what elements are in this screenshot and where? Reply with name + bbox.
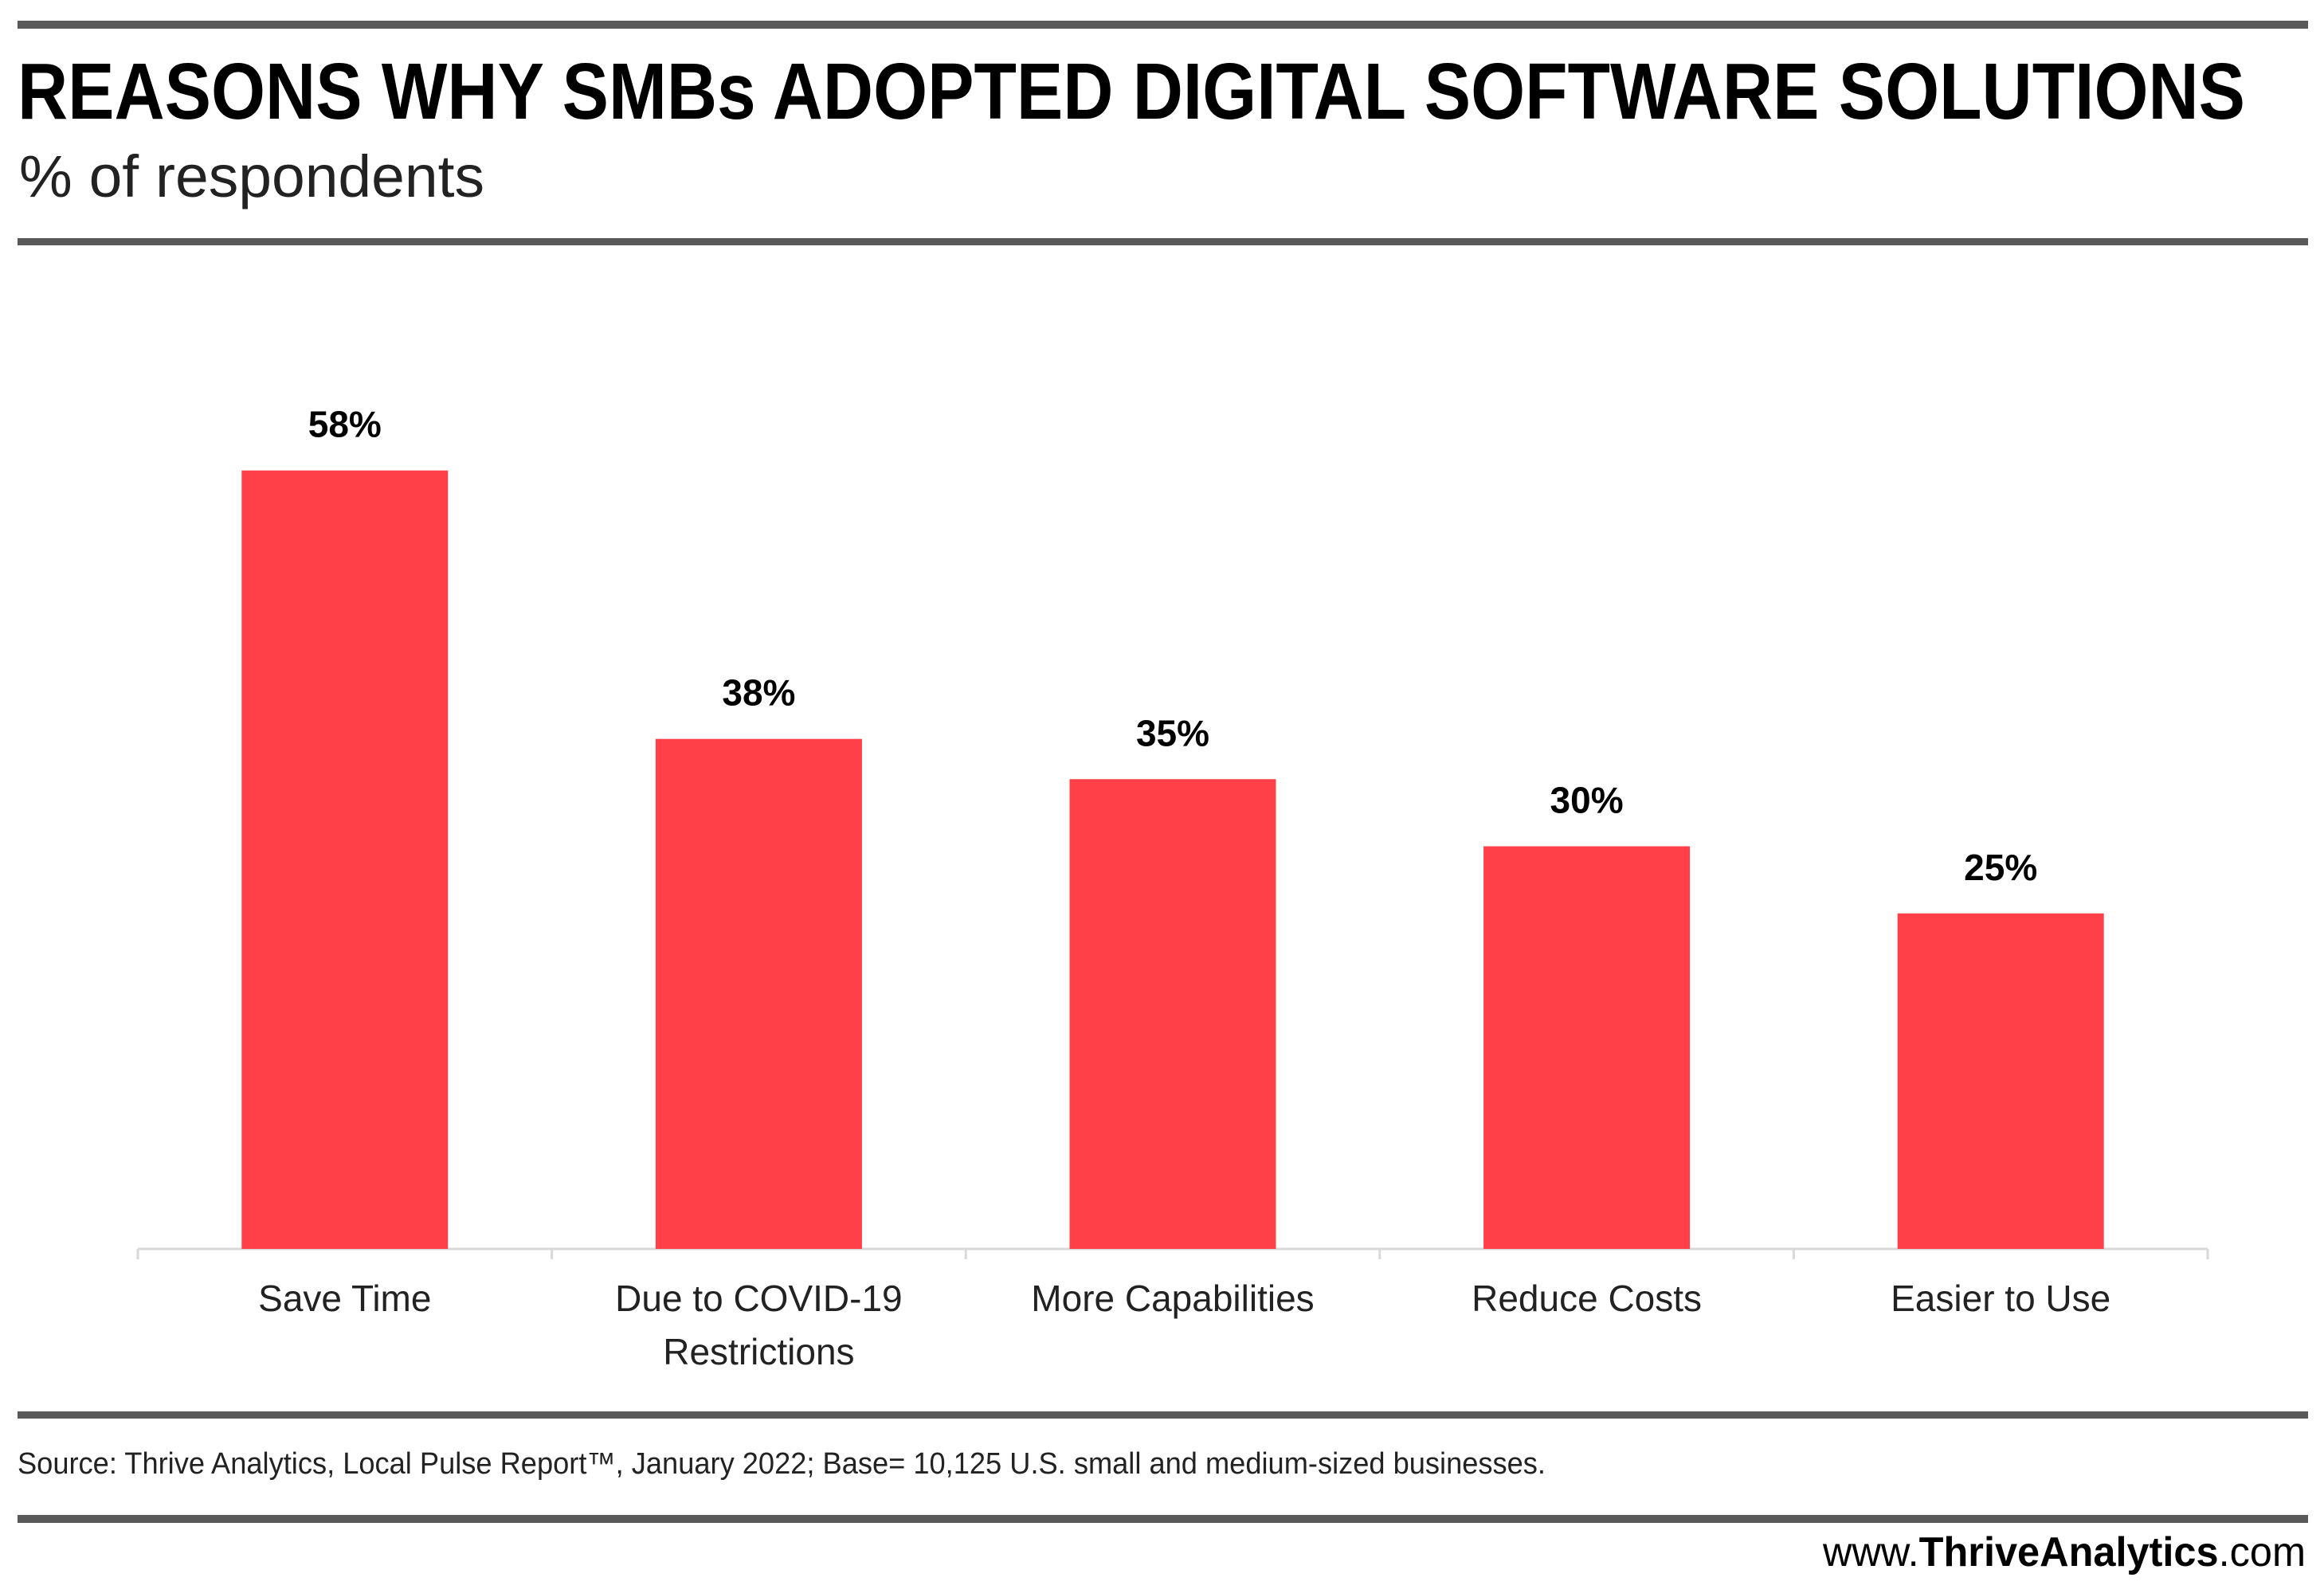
data-label: 38% — [722, 672, 795, 714]
chart-subtitle: % of respondents — [19, 143, 484, 209]
category-label: Due to COVID-19 — [615, 1278, 902, 1319]
data-label: 30% — [1550, 780, 1624, 821]
category-label: Reduce Costs — [1472, 1278, 1702, 1319]
category-label: Save Time — [258, 1278, 431, 1319]
source-note: Source: Thrive Analytics, Local Pulse Re… — [18, 1447, 1546, 1481]
category-label: More Capabilities — [1031, 1278, 1314, 1319]
data-label: 25% — [1964, 847, 2037, 888]
bar — [1483, 846, 1691, 1249]
website-suffix: .com — [2219, 1529, 2306, 1575]
category-label: Restrictions — [663, 1331, 854, 1372]
category-label: Easier to Use — [1891, 1278, 2110, 1319]
bar — [655, 738, 862, 1249]
data-label: 58% — [308, 404, 382, 445]
bar — [1069, 779, 1276, 1249]
top-rule — [18, 21, 2308, 29]
website-link[interactable]: www.ThriveAnalytics.com — [1822, 1529, 2306, 1575]
bar — [1897, 913, 2104, 1249]
website-brand: ThriveAnalytics — [1919, 1529, 2219, 1575]
bottom-rule — [18, 1515, 2308, 1523]
footer-rule — [18, 1411, 2308, 1419]
data-label: 35% — [1136, 712, 1209, 753]
chart-title: REASONS WHY SMBs ADOPTED DIGITAL SOFTWAR… — [18, 47, 2245, 136]
bar — [241, 470, 449, 1249]
website-prefix: www. — [1822, 1529, 1919, 1575]
header-rule — [18, 238, 2308, 245]
plot-area: 58% Save Time 38% Due to COVID-19 Restrictio… — [136, 404, 2209, 1372]
